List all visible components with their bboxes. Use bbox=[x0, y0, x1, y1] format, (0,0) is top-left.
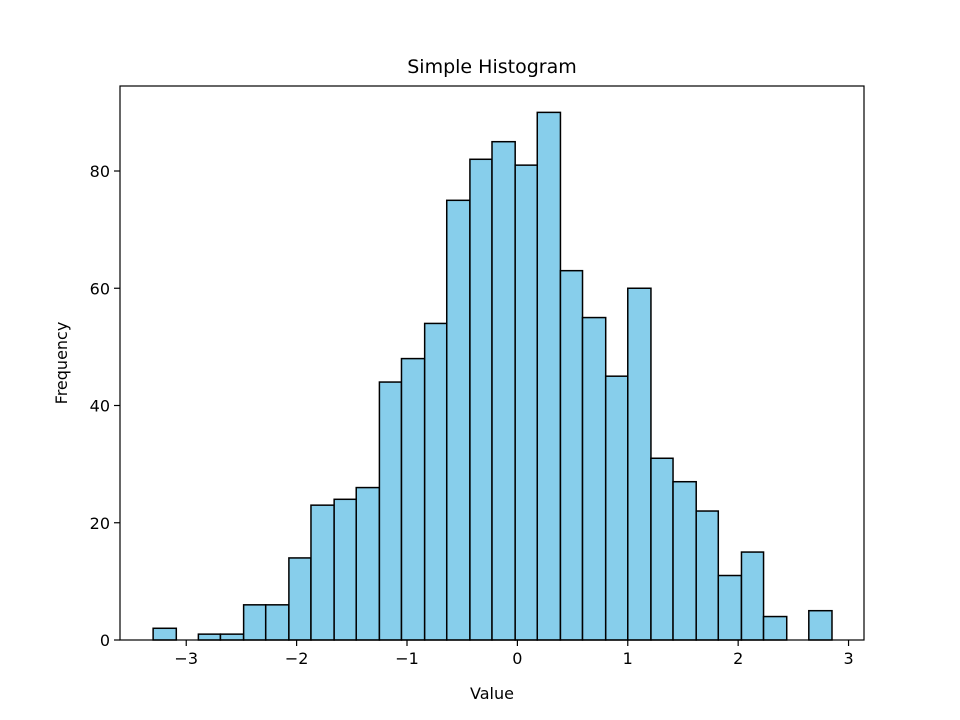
x-tick-label-1: −2 bbox=[285, 649, 309, 668]
histogram-bar-11 bbox=[400, 357, 426, 641]
histogram-bar-21 bbox=[627, 287, 652, 641]
histogram-bar-2 bbox=[197, 633, 222, 641]
histogram-bar-10 bbox=[378, 381, 403, 641]
chart-title: Simple Histogram bbox=[407, 56, 576, 78]
histogram-bar-24 bbox=[695, 510, 720, 641]
histogram-bar-4 bbox=[242, 604, 267, 641]
histogram-bar-26 bbox=[740, 551, 765, 641]
histogram-bar-12 bbox=[423, 322, 448, 641]
histogram-bar-0 bbox=[152, 627, 178, 641]
bars-group bbox=[152, 111, 833, 641]
x-tick-label-3: 0 bbox=[512, 649, 522, 668]
y-tick-label-2: 40 bbox=[90, 397, 110, 416]
histogram-bar-14 bbox=[469, 158, 493, 641]
histogram-bar-17 bbox=[536, 111, 562, 641]
histogram-bar-5 bbox=[264, 604, 290, 641]
x-axis-label: Value bbox=[470, 684, 514, 703]
histogram-bar-27 bbox=[762, 615, 788, 641]
y-tick-label-4: 80 bbox=[90, 162, 110, 181]
y-axis-ticks: 0 20 40 60 80 bbox=[90, 162, 120, 650]
histogram-bar-22 bbox=[650, 457, 674, 641]
histogram-bar-18 bbox=[559, 269, 584, 641]
histogram-bar-23 bbox=[672, 480, 697, 641]
histogram-bar-20 bbox=[604, 375, 629, 641]
x-tick-label-2: −1 bbox=[395, 649, 419, 668]
histogram-bar-25 bbox=[717, 574, 743, 641]
histogram-bar-9 bbox=[355, 486, 381, 641]
plot-frame bbox=[119, 85, 865, 641]
histogram-bar-29 bbox=[808, 609, 833, 641]
y-tick-label-1: 20 bbox=[90, 514, 110, 533]
histogram-bar-8 bbox=[333, 498, 357, 641]
histogram-bar-19 bbox=[581, 316, 607, 641]
histogram-bar-7 bbox=[310, 504, 335, 641]
x-tick-label-5: 2 bbox=[733, 649, 743, 668]
histogram-bar-15 bbox=[491, 140, 516, 641]
x-axis-ticks: −3 −2 −1 0 1 2 3 bbox=[174, 640, 854, 668]
y-tick-label-3: 60 bbox=[90, 279, 110, 298]
histogram-bar-3 bbox=[219, 633, 245, 641]
x-tick-label-0: −3 bbox=[174, 649, 198, 668]
x-tick-label-6: 3 bbox=[843, 649, 853, 668]
x-tick-label-4: 1 bbox=[623, 649, 633, 668]
y-axis-label: Frequency bbox=[52, 322, 71, 405]
histogram-bar-13 bbox=[445, 199, 471, 641]
histogram-bar-6 bbox=[288, 557, 312, 641]
y-tick-label-0: 0 bbox=[100, 631, 110, 650]
histogram-bar-16 bbox=[514, 164, 539, 641]
